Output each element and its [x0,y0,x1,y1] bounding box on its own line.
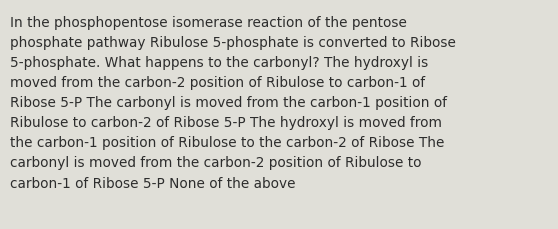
Text: In the phosphopentose isomerase reaction of the pentose
phosphate pathway Ribulo: In the phosphopentose isomerase reaction… [10,16,456,190]
